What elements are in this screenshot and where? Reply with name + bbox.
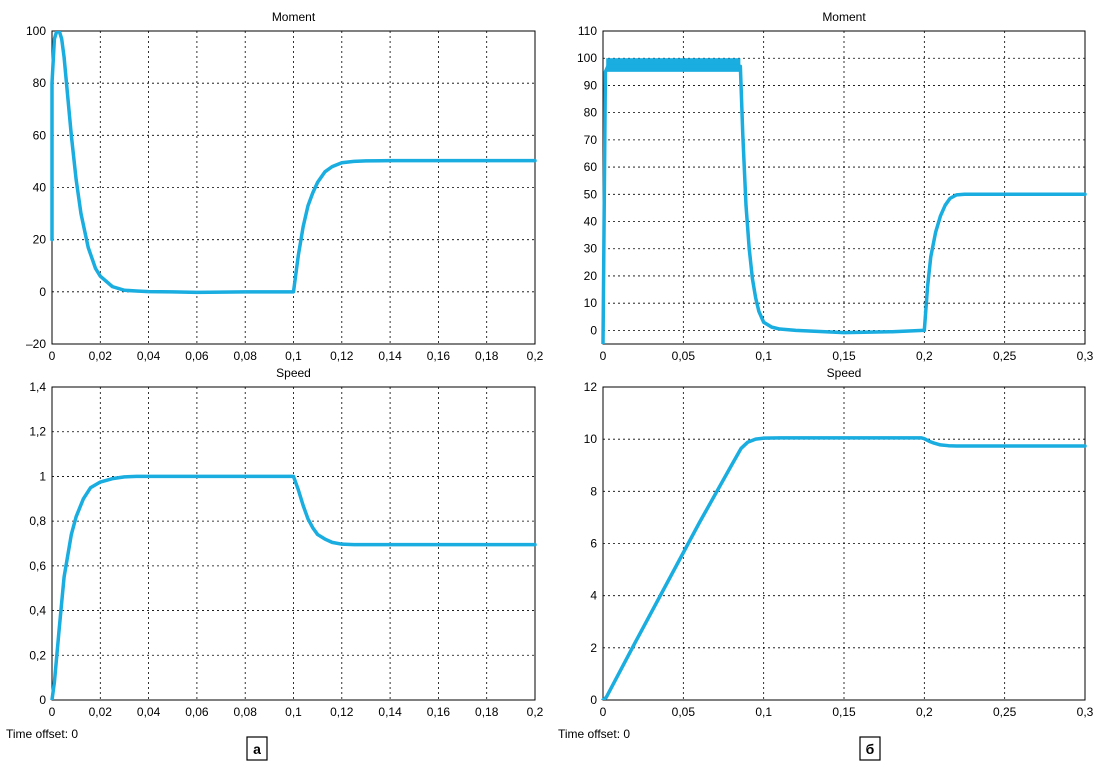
speed-a-x-tick-label: 0,02 <box>89 705 113 719</box>
moment-b-y-tick-label: 20 <box>584 269 598 283</box>
plot-moment-a: 0 0,02 0,04 0,06 0,08 0,1 0,12 0,14 0,16 0,18 0,2 –… <box>26 10 544 363</box>
moment-a-x-tick-label: 0,12 <box>330 349 354 363</box>
moment-b-x-tick-label: 0,2 <box>916 349 933 363</box>
moment-a-x-tick-label: 0,18 <box>475 349 499 363</box>
speed-b-title: Speed <box>827 366 862 380</box>
speed-a-y-tick-label: 0,8 <box>29 514 46 528</box>
speed-b-x-tick-label: 0,25 <box>993 705 1017 719</box>
speed-b-y-tick-label: 6 <box>590 537 597 551</box>
moment-a-x-tick-label: 0,2 <box>527 349 544 363</box>
moment-b-title: Moment <box>822 10 866 24</box>
moment-a-x-tick-label: 0,08 <box>234 349 258 363</box>
speed-a-y-tick-label: 0,2 <box>29 648 46 662</box>
moment-b-series-line <box>601 64 1087 344</box>
speed-a-x-tick-label: 0,06 <box>185 705 209 719</box>
speed-a-x-tick-label: 0,16 <box>427 705 451 719</box>
speed-b-y-tick-label: 10 <box>584 432 598 446</box>
panel-label-a: а <box>246 736 268 761</box>
speed-a-x-tick-label: 0,18 <box>475 705 499 719</box>
speed-b-x-tick-label: 0,05 <box>672 705 696 719</box>
moment-b-y-tick-label: 100 <box>577 51 597 65</box>
time-offset-label-b: Time offset: 0 <box>558 727 630 741</box>
speed-a-y-tick-label: 0,6 <box>29 559 46 573</box>
moment-b-y-tick-label: 30 <box>584 242 598 256</box>
moment-a-x-tick-label: 0,04 <box>137 349 161 363</box>
moment-a-y-tick-label: 60 <box>33 128 47 142</box>
speed-b-x-tick-label: 0,15 <box>832 705 856 719</box>
moment-a-y-tick-label: 80 <box>33 76 47 90</box>
moment-b-y-tick-label: 60 <box>584 160 598 174</box>
moment-b-y-tick-label: 50 <box>584 187 598 201</box>
speed-a-y-tick-label: 0,4 <box>29 604 46 618</box>
speed-a-y-tick-label: 1 <box>39 469 46 483</box>
moment-b-y-tick-label: 70 <box>584 133 598 147</box>
speed-a-x-tick-label: 0,12 <box>330 705 354 719</box>
speed-a-x-tick-label: 0,14 <box>378 705 402 719</box>
moment-a-title: Moment <box>272 10 316 24</box>
moment-b-x-tick-label: 0,25 <box>993 349 1017 363</box>
speed-b-y-tick-label: 2 <box>590 641 597 655</box>
plot-speed-a: 0 0,02 0,04 0,06 0,08 0,1 0,12 0,14 0,16 0,18 0,2 0… <box>29 366 543 719</box>
speed-b-y-tick-label: 4 <box>590 589 597 603</box>
panel-label-b-text: б <box>866 741 875 757</box>
panel-label-b-box <box>859 736 881 761</box>
moment-a-x-tick-label: 0,02 <box>89 349 113 363</box>
moment-b-y-tick-label: 110 <box>578 24 597 38</box>
moment-a-y-tick-label: –20 <box>26 337 46 351</box>
moment-a-y-tick-label: 20 <box>33 233 47 247</box>
plot-speed-b: 0 0,05 0,1 0,15 0,2 0,25 0,3 0 2 4 6 8 10 12 Speed <box>584 366 1094 719</box>
speed-a-x-tick-label: 0,08 <box>234 705 258 719</box>
moment-a-y-tick-label: 40 <box>33 181 47 195</box>
speed-b-x-tick-label: 0,2 <box>916 705 933 719</box>
moment-b-x-tick-label: 0 <box>600 349 607 363</box>
plot-moment-b: 0 0,05 0,1 0,15 0,2 0,25 0,3 0 10 20 30 40 50 60 70 80 9… <box>577 10 1094 363</box>
moment-b-y-tick-label: 40 <box>584 215 598 229</box>
speed-b-x-tick-label: 0,1 <box>755 705 772 719</box>
moment-a-x-tick-label: 0,06 <box>185 349 209 363</box>
speed-a-y-tick-label: 1,2 <box>29 425 46 439</box>
panel-label-a-box <box>246 736 268 761</box>
speed-b-y-tick-label: 8 <box>590 484 597 498</box>
speed-b-x-tick-label: 0,3 <box>1077 705 1094 719</box>
moment-b-x-tick-label: 0,15 <box>832 349 856 363</box>
moment-b-x-tick-label: 0,1 <box>755 349 772 363</box>
speed-b-series-line <box>601 436 1087 700</box>
speed-a-x-tick-label: 0,1 <box>285 705 302 719</box>
moment-b-x-tick-label: 0,05 <box>672 349 696 363</box>
speed-a-x-tick-label: 0,04 <box>137 705 161 719</box>
speed-a-y-tick-label: 1,4 <box>29 380 46 394</box>
moment-b-x-tick-label: 0,3 <box>1077 349 1094 363</box>
moment-a-x-tick-label: 0,14 <box>378 349 402 363</box>
moment-a-y-tick-label: 0 <box>39 285 46 299</box>
moment-a-x-tick-label: 0,1 <box>285 349 302 363</box>
moment-a-series-line <box>50 31 537 295</box>
time-offset-label-a: Time offset: 0 <box>6 727 78 741</box>
speed-a-series-line <box>50 474 537 700</box>
moment-b-y-tick-label: 0 <box>590 323 597 337</box>
speed-a-x-tick-label: 0,2 <box>527 705 544 719</box>
speed-b-y-tick-label: 12 <box>584 380 598 394</box>
moment-a-x-tick-label: 0,16 <box>427 349 451 363</box>
speed-a-x-tick-label: 0 <box>49 705 56 719</box>
moment-b-y-tick-label: 10 <box>584 296 598 310</box>
moment-b-y-tick-label: 90 <box>584 78 598 92</box>
panel-label-a-text: а <box>253 741 261 757</box>
panel-label-b: б <box>859 736 881 761</box>
speed-a-y-tick-label: 0 <box>39 693 46 707</box>
speed-b-x-tick-label: 0 <box>600 705 607 719</box>
speed-a-title: Speed <box>276 366 311 380</box>
moment-b-y-tick-label: 80 <box>584 106 598 120</box>
moment-a-y-tick-label: 100 <box>26 24 46 38</box>
speed-b-y-tick-label: 0 <box>590 693 597 707</box>
moment-a-x-tick-label: 0 <box>49 349 56 363</box>
